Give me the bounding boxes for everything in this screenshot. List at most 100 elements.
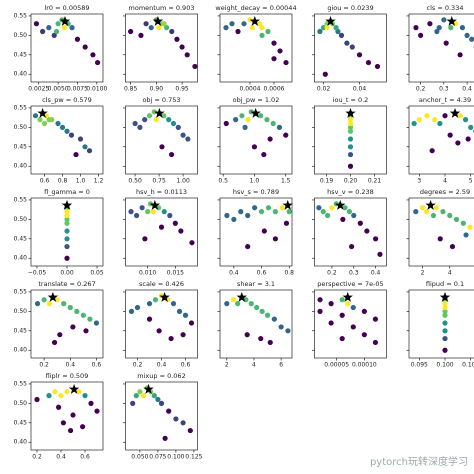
point xyxy=(235,301,241,307)
x-tick-label: 1.0 xyxy=(76,178,86,185)
point xyxy=(80,312,86,318)
point xyxy=(372,236,379,242)
x-tick-label: 0.050 xyxy=(131,454,148,461)
point xyxy=(140,393,147,399)
point xyxy=(46,393,52,399)
point xyxy=(320,209,326,215)
point xyxy=(151,393,157,399)
point xyxy=(248,301,254,307)
best-marker xyxy=(61,199,73,210)
point xyxy=(172,220,178,226)
point xyxy=(161,113,167,119)
x-tick-label: 0.6 xyxy=(92,362,102,369)
axes-frame xyxy=(219,105,293,175)
best-marker xyxy=(249,15,261,26)
best-marker xyxy=(446,15,457,26)
point xyxy=(142,117,148,123)
axes-frame xyxy=(30,105,104,175)
point xyxy=(283,132,289,138)
subplot-title: perspective = 7e-05 xyxy=(317,280,383,288)
x-tick-label: 4 xyxy=(448,270,452,277)
point xyxy=(272,209,278,215)
point xyxy=(453,216,460,222)
point xyxy=(357,220,363,226)
point xyxy=(128,308,135,314)
point xyxy=(277,48,283,54)
y-tick-label: 0.45 xyxy=(14,419,28,426)
y-tick-label: 0.55 xyxy=(14,12,28,19)
subplot-title: fliplr = 0.509 xyxy=(46,372,89,380)
point xyxy=(61,25,67,31)
best-marker xyxy=(154,107,165,118)
point xyxy=(137,389,143,395)
point xyxy=(46,301,52,307)
x-tick-label: 0.4 xyxy=(462,86,472,93)
point xyxy=(67,304,73,311)
point xyxy=(88,400,94,406)
point xyxy=(316,205,322,211)
point xyxy=(261,228,267,234)
point xyxy=(235,28,241,35)
x-tick-label: 0.0100 xyxy=(86,86,107,93)
point xyxy=(257,21,263,27)
point xyxy=(176,308,183,314)
point xyxy=(57,332,63,338)
point xyxy=(271,316,277,322)
point xyxy=(442,335,448,342)
point xyxy=(320,25,327,31)
point xyxy=(174,36,180,42)
point xyxy=(328,320,334,326)
point xyxy=(317,308,323,314)
point xyxy=(271,56,277,62)
best-marker xyxy=(37,107,48,118)
point xyxy=(258,335,264,342)
point xyxy=(429,148,435,154)
subplot-title: iou_t = 0.2 xyxy=(333,96,369,104)
point xyxy=(52,389,58,395)
x-tick-label: 0.04 xyxy=(353,86,367,93)
point xyxy=(168,151,175,158)
point xyxy=(342,205,348,211)
x-tick-label: 0.50 xyxy=(128,178,142,185)
point xyxy=(64,243,70,250)
point xyxy=(142,236,148,242)
subplot-title: cls = 0.334 xyxy=(427,4,464,12)
point xyxy=(347,124,354,130)
y-tick-label: 0.45 xyxy=(14,143,28,150)
point xyxy=(64,209,70,215)
point xyxy=(424,209,430,215)
x-tick-label: 6 xyxy=(279,362,283,369)
point xyxy=(87,316,93,322)
point xyxy=(231,216,237,222)
point xyxy=(283,220,290,226)
subplot-title: translate = 0.267 xyxy=(38,280,95,288)
x-tick-label: 3 xyxy=(417,178,421,185)
point xyxy=(238,209,244,215)
point xyxy=(83,328,89,334)
x-tick-label: 0.3 xyxy=(439,86,449,93)
point xyxy=(187,427,193,434)
axes-frame xyxy=(125,13,198,83)
point xyxy=(348,243,355,250)
y-tick-label: 0.55 xyxy=(14,196,28,203)
point xyxy=(34,396,40,403)
subplot-title: hsv_v = 0.238 xyxy=(327,188,374,196)
point xyxy=(162,435,168,441)
point xyxy=(441,17,447,23)
point xyxy=(344,40,350,46)
subplot-title: obj = 0.753 xyxy=(142,96,180,104)
y-tick-label: 0.40 xyxy=(14,163,28,170)
point xyxy=(328,301,334,307)
point xyxy=(166,117,172,123)
x-tick-label: 0.95 xyxy=(175,86,189,93)
point xyxy=(32,113,39,119)
watermark: pytorch玩转深度学习 xyxy=(370,455,468,468)
point xyxy=(265,205,272,211)
point xyxy=(449,243,456,250)
point xyxy=(244,332,250,338)
point xyxy=(56,404,62,410)
point xyxy=(146,113,153,119)
point xyxy=(153,117,159,123)
point xyxy=(457,113,464,119)
point xyxy=(419,205,426,211)
